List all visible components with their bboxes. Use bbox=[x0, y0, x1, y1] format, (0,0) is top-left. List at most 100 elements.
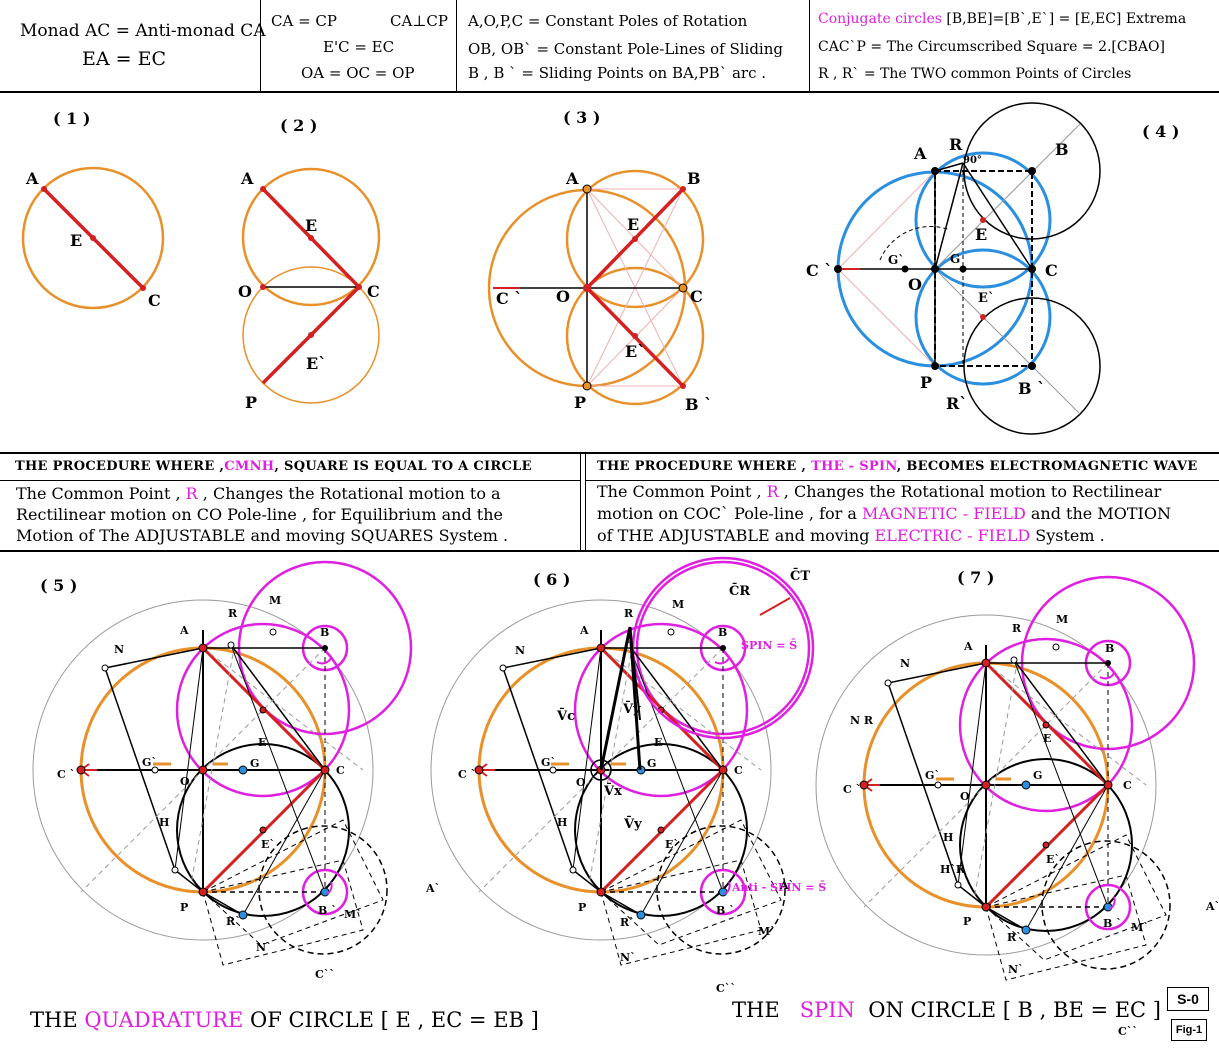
fig7-label-p: P bbox=[963, 915, 971, 928]
procedure-right-line2: motion on COC` Pole-line , for a MAGNETI… bbox=[597, 504, 1171, 523]
fig6-label-e-prime: E` bbox=[665, 838, 679, 851]
procedure-left-line1: The Common Point , R , Changes the Rotat… bbox=[16, 484, 501, 503]
header-eq-oa: OA = OC = OP bbox=[301, 64, 415, 82]
fig3-label-b: B bbox=[687, 169, 701, 188]
fig7-diagram: A R M B N N R E C ` G` G O C H H`R E` P … bbox=[814, 575, 1219, 1038]
fig7-label-r-prime: R` bbox=[1007, 931, 1022, 944]
fig6-label-cr: C̄R bbox=[729, 582, 750, 599]
fig6-label-a: A bbox=[579, 624, 589, 637]
procedure-right-title: THE PROCEDURE WHERE , THE - SPIN, BECOME… bbox=[597, 454, 1198, 481]
header-conj-line1: Conjugate circles [B,BE]=[B`,E`] = [E,EC… bbox=[818, 8, 1186, 30]
header-monad-line1: Monad AC = Anti-monad CA bbox=[20, 21, 266, 41]
fig7-label-o: O bbox=[960, 790, 970, 803]
fig5-label-b-prime: B ` bbox=[318, 904, 337, 917]
fig6-label-b: B bbox=[718, 626, 727, 639]
fig6-antispin-label: Anti - SPIN = S̄ bbox=[731, 880, 826, 894]
fig4-label-a: A bbox=[913, 144, 927, 163]
fig6-label-c-double-prime: C`` bbox=[716, 982, 736, 995]
fig4-label-c-prime: C ` bbox=[806, 261, 832, 280]
spin-caption: THE SPIN ON CIRCLE [ B , BE = EC ] bbox=[732, 998, 1161, 1022]
fig5-number: ( 5 ) bbox=[40, 576, 77, 595]
fig-badge: Fig-1 bbox=[1171, 1019, 1207, 1041]
fig6-label-o: O bbox=[576, 776, 586, 789]
fig2-label-e: E bbox=[305, 216, 317, 235]
fig5-label-h: H bbox=[159, 816, 169, 829]
fig5-label-c-prime: C ` bbox=[57, 768, 75, 781]
header-eq-ca-cp: CA = CP bbox=[271, 12, 337, 30]
fig6-label-ct: C̄T bbox=[790, 567, 810, 584]
fig4-diagram: A R B 90° E C ` G` G O C E` P B ` R` bbox=[806, 102, 1101, 435]
fig7-label-n: N bbox=[900, 657, 910, 670]
fig5-label-c: C bbox=[336, 764, 345, 777]
fig7-label-m: M bbox=[1056, 613, 1068, 626]
fig6-label-r-prime: R` bbox=[620, 916, 635, 929]
cmnh-label: CMNH bbox=[224, 459, 275, 474]
fig2-label-p: P bbox=[245, 393, 257, 412]
fig5-label-p: P bbox=[180, 901, 188, 914]
fig7-label-n-prime: N` bbox=[1008, 963, 1024, 976]
fig7-label-h-r: H`R bbox=[940, 863, 966, 876]
fig5-label-g-prime: G` bbox=[142, 756, 157, 769]
fig6-label-c-prime: C ` bbox=[458, 768, 476, 781]
fig3-label-o: O bbox=[556, 287, 570, 306]
fig5-label-r-prime: R` bbox=[226, 915, 241, 928]
fig1-label-c: C bbox=[148, 291, 161, 310]
top-figures: ( 1 ) ( 2 ) ( 3 ) ( 4 ) A E C A E O bbox=[21, 102, 1179, 435]
fig4-label-o: O bbox=[908, 275, 922, 294]
header-cell-monad: Monad AC = Anti-monad CA EA = EC bbox=[0, 0, 266, 91]
header-cell-poles: A,O,P,C = Constant Poles of Rotation OB,… bbox=[457, 0, 810, 91]
header-conj-line2: CAC`P = The Circumscribed Square = 2.[CB… bbox=[818, 39, 1165, 55]
fig4-label-g-prime: G` bbox=[888, 253, 904, 267]
fig5-label-o: O bbox=[180, 775, 190, 788]
s0-badge: S-0 bbox=[1167, 987, 1209, 1011]
fig5-diagram: A R M B N E C ` G` G O C H E` P R` B ` M… bbox=[31, 560, 440, 981]
fig6-label-n-prime: N` bbox=[620, 951, 636, 964]
fig1-label-e: E bbox=[70, 231, 82, 250]
fig4-label-c: C bbox=[1045, 261, 1058, 280]
conjugate-extrema-text: [B,BE]=[B`,E`] = [E,EC] Extrema bbox=[941, 11, 1187, 27]
fig4-number: ( 4 ) bbox=[1142, 122, 1179, 141]
fig6-label-vy-lower: V̄y bbox=[623, 815, 642, 832]
fig5-label-b: B bbox=[320, 626, 329, 639]
header-cell-conjugate: Conjugate circles [B,BE]=[B`,E`] = [E,EC… bbox=[810, 0, 1219, 91]
fig6-label-vx: V̄x bbox=[603, 782, 622, 799]
fig7-label-m-prime: M` bbox=[1131, 921, 1149, 934]
header-eq-perp: CA⊥CP bbox=[390, 12, 448, 30]
fig2-label-o: O bbox=[238, 282, 252, 301]
fig6-label-r: R bbox=[624, 607, 634, 620]
fig5-label-e: E bbox=[258, 736, 266, 749]
header-monad-line2: EA = EC bbox=[82, 48, 166, 70]
fig4-label-90deg: 90° bbox=[963, 155, 982, 166]
fig7-label-e-prime: E` bbox=[1046, 853, 1060, 866]
fig3-label-e: E bbox=[627, 215, 639, 234]
fig3-label-b-prime: B ` bbox=[685, 395, 712, 414]
fig6-label-b-prime: B ` bbox=[716, 904, 735, 917]
fig5-label-a-prime: A` bbox=[425, 882, 440, 895]
fig3-diagram: A B E C ` O C E` P B ` bbox=[487, 169, 712, 414]
procedure-right-line1: The Common Point , R , Changes the Rotat… bbox=[597, 482, 1162, 501]
fig4-label-e-prime: E` bbox=[978, 291, 994, 306]
procedure-divider bbox=[580, 454, 586, 550]
header-conj-line3: R , R` = The TWO common Points of Circle… bbox=[818, 66, 1132, 82]
fig6-label-g: G bbox=[647, 757, 656, 770]
procedure-left-line2: Rectilinear motion on CO Pole-line , for… bbox=[16, 505, 503, 524]
procedure-band: THE PROCEDURE WHERE ,CMNH, SQUARE IS EQU… bbox=[0, 452, 1219, 552]
fig3-label-e-prime: E` bbox=[625, 342, 645, 361]
procedure-left-title: THE PROCEDURE WHERE ,CMNH, SQUARE IS EQU… bbox=[15, 454, 532, 481]
fig6-label-vy: V̄y bbox=[622, 700, 641, 717]
fig6-label-vc: V̄c bbox=[556, 707, 575, 724]
fig6-label-e: E bbox=[654, 736, 662, 749]
fig7-label-h: H bbox=[943, 831, 953, 844]
fig6-label-m-prime: M` bbox=[758, 925, 776, 938]
fig1-diagram: A E C bbox=[21, 166, 165, 310]
fig5-label-c-double-prime: C`` bbox=[315, 968, 335, 981]
fig3-label-c-prime: C ` bbox=[496, 289, 522, 308]
spin-word: SPIN bbox=[799, 998, 855, 1022]
fig6-label-n: N bbox=[515, 644, 525, 657]
fig7-label-n-r: N R bbox=[850, 714, 874, 727]
fig2-number: ( 2 ) bbox=[280, 116, 317, 135]
fig7-label-r: R bbox=[1012, 622, 1022, 635]
fig7-label-g-prime: G` bbox=[925, 769, 940, 782]
fig7-label-a: A bbox=[963, 640, 973, 653]
fig5-label-n-prime: N` bbox=[256, 941, 272, 954]
